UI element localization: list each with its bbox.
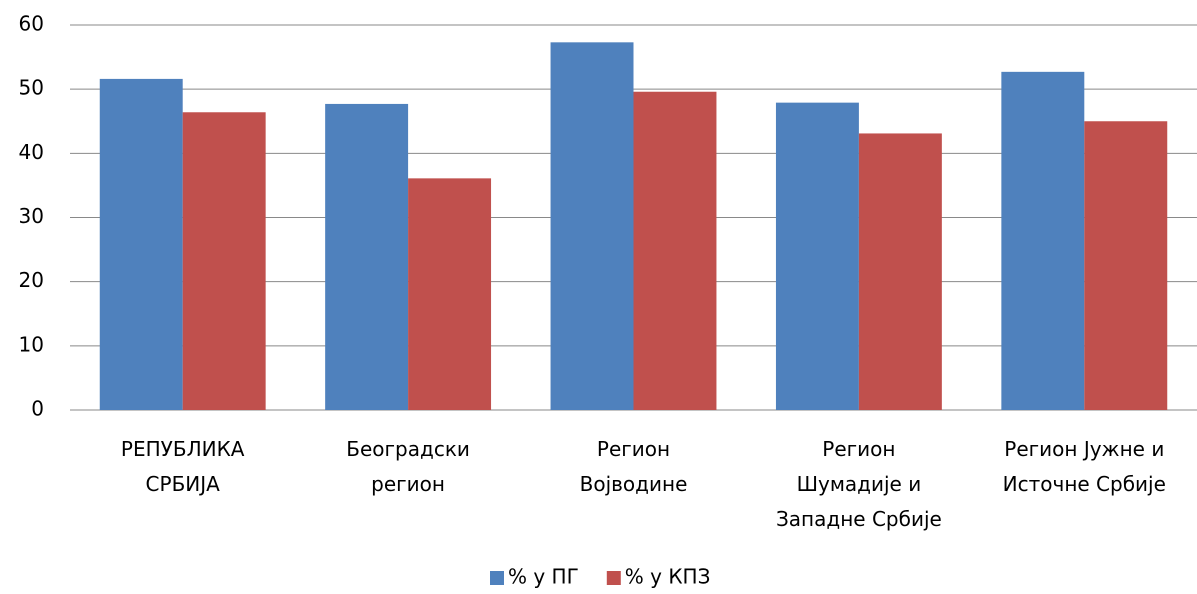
bar bbox=[325, 103, 409, 411]
bar bbox=[550, 42, 634, 410]
legend-swatch bbox=[606, 571, 621, 585]
bar bbox=[182, 112, 266, 411]
legend-swatch bbox=[490, 571, 504, 585]
bar bbox=[408, 178, 492, 410]
y-tick-label: 0 bbox=[31, 397, 44, 421]
y-tick-label: 30 bbox=[19, 204, 44, 228]
bar bbox=[633, 91, 717, 410]
y-tick-label: 50 bbox=[19, 76, 44, 100]
x-tick-label: Београдски регион bbox=[346, 437, 470, 496]
x-tick-label: Регион Шумадије и Западне Србије bbox=[776, 437, 942, 531]
y-tick-label: 20 bbox=[19, 268, 44, 292]
bar bbox=[1084, 121, 1168, 410]
legend-label: % у КПЗ bbox=[625, 565, 711, 589]
x-tick-label: Регион Јужне и Источне Србије bbox=[1003, 437, 1166, 496]
bar bbox=[858, 133, 942, 411]
x-tick-label: РЕПУБЛИКА СРБИЈА bbox=[121, 437, 245, 496]
bar bbox=[775, 102, 859, 411]
y-tick-label: 60 bbox=[19, 12, 44, 36]
bar bbox=[1001, 71, 1085, 410]
bar bbox=[99, 78, 183, 411]
legend-label: % у ПГ bbox=[508, 565, 579, 589]
y-tick-label: 40 bbox=[19, 140, 44, 164]
x-tick-label: Регион Војводине bbox=[580, 437, 688, 496]
y-tick-label: 10 bbox=[19, 332, 44, 356]
